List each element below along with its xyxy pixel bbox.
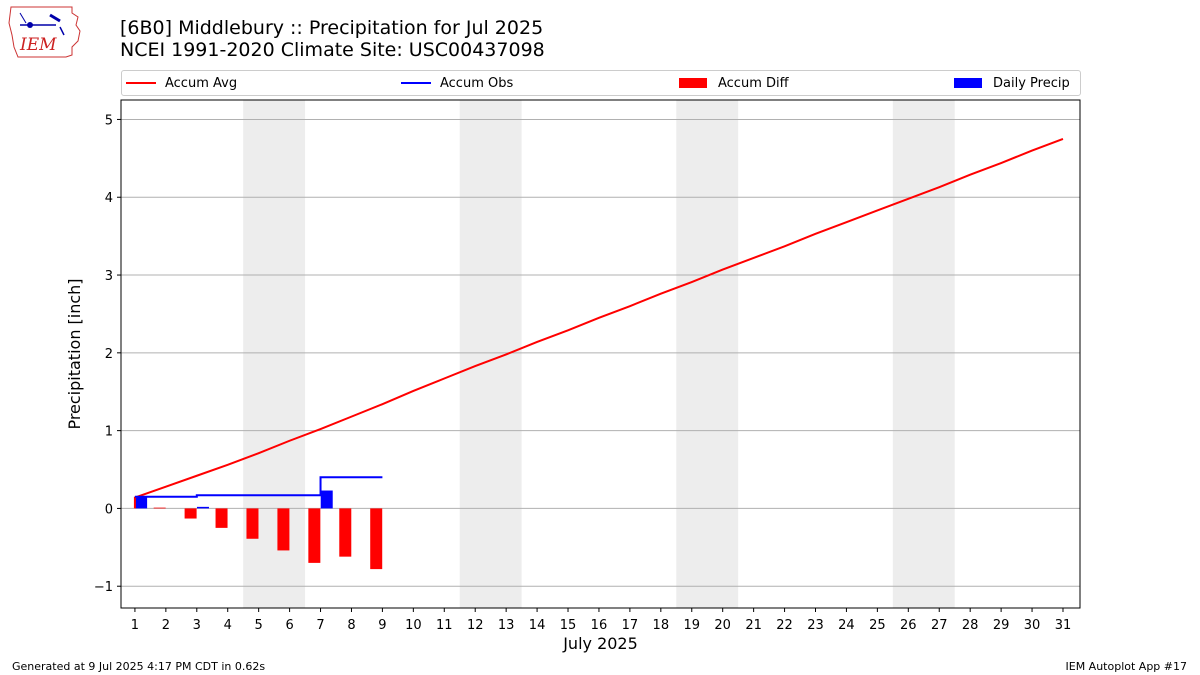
y-tick-label: 3 xyxy=(105,269,113,284)
x-tick-label: 8 xyxy=(347,618,355,633)
accum-diff-bar xyxy=(370,508,383,570)
x-tick-label: 9 xyxy=(378,618,386,633)
legend-swatch-accum-avg xyxy=(126,82,156,84)
x-tick-label: 16 xyxy=(591,618,608,633)
legend-swatch-accum-obs xyxy=(401,82,431,84)
legend-label-daily-precip: Daily Precip xyxy=(993,75,1070,91)
accum-diff-bar xyxy=(308,508,321,563)
weekend-shade xyxy=(676,100,739,608)
y-tick-label: 2 xyxy=(105,347,113,362)
x-tick-label: 12 xyxy=(467,618,484,633)
y-tick-label: −1 xyxy=(94,580,113,595)
legend: Accum Avg Accum Obs Accum Diff Daily Pre… xyxy=(121,70,1081,96)
accum-diff-bar xyxy=(277,508,290,551)
x-tick-label: 18 xyxy=(653,618,670,633)
y-tick-label: 5 xyxy=(105,113,113,128)
x-tick-label: 26 xyxy=(900,618,917,633)
legend-swatch-accum-diff xyxy=(679,78,707,88)
x-tick-label: 19 xyxy=(683,618,700,633)
x-tick-label: 31 xyxy=(1055,618,1072,633)
x-tick-label: 10 xyxy=(405,618,422,633)
x-tick-label: 21 xyxy=(745,618,762,633)
app-label: IEM Autoplot App #17 xyxy=(1065,660,1188,673)
accum-diff-bar xyxy=(184,508,197,519)
weekend-shade xyxy=(892,100,955,608)
plot-frame xyxy=(120,99,1081,609)
logo-text: IEM xyxy=(19,35,57,55)
legend-label-accum-avg: Accum Avg xyxy=(165,75,238,91)
daily-precip-bar xyxy=(135,496,148,509)
legend-item-daily-precip: Daily Precip xyxy=(954,71,1070,95)
x-tick-label: 20 xyxy=(714,618,731,633)
x-tick-label: 4 xyxy=(224,618,232,633)
legend-item-accum-obs: Accum Obs xyxy=(401,71,513,95)
generated-note: Generated at 9 Jul 2025 4:17 PM CDT in 0… xyxy=(12,660,266,673)
x-tick-label: 17 xyxy=(622,618,639,633)
legend-item-accum-avg: Accum Avg xyxy=(126,71,237,95)
x-tick-label: 5 xyxy=(255,618,263,633)
daily-precip-bar xyxy=(320,490,333,509)
accum-diff-bar xyxy=(339,508,352,557)
x-tick-label: 29 xyxy=(993,618,1010,633)
iem-logo: IEM xyxy=(8,6,81,58)
legend-label-accum-diff: Accum Diff xyxy=(718,75,789,91)
x-tick-label: 28 xyxy=(962,618,979,633)
accum-diff-bar xyxy=(215,508,228,528)
legend-label-accum-obs: Accum Obs xyxy=(440,75,514,91)
x-tick-label: 23 xyxy=(807,618,824,633)
weekend-shade xyxy=(459,100,522,608)
accum-diff-bar xyxy=(153,507,166,509)
x-tick-label: 3 xyxy=(193,618,201,633)
x-tick-label: 7 xyxy=(316,618,324,633)
legend-swatch-daily-precip xyxy=(954,78,982,88)
daily-precip-bar xyxy=(196,506,209,509)
x-tick-label: 1 xyxy=(131,618,139,633)
x-tick-label: 13 xyxy=(498,618,515,633)
legend-item-accum-diff: Accum Diff xyxy=(679,71,789,95)
y-tick-label: 0 xyxy=(105,502,113,517)
y-tick-label: 1 xyxy=(105,425,113,440)
chart-subtitle: NCEI 1991-2020 Climate Site: USC00437098 xyxy=(120,39,545,61)
y-axis-label: Precipitation [inch] xyxy=(65,278,84,429)
accum-diff-bar xyxy=(246,508,259,539)
x-tick-label: 25 xyxy=(869,618,886,633)
x-tick-label: 2 xyxy=(162,618,170,633)
x-tick-label: 15 xyxy=(560,618,577,633)
x-tick-label: 27 xyxy=(931,618,948,633)
accum-avg-line xyxy=(133,137,1064,509)
x-tick-label: 11 xyxy=(436,618,453,633)
accum-obs-line xyxy=(134,476,383,498)
x-tick-label: 24 xyxy=(838,618,855,633)
x-tick-label: 14 xyxy=(529,618,546,633)
x-tick-label: 6 xyxy=(285,618,293,633)
y-tick-label: 4 xyxy=(105,191,113,206)
chart-title: [6B0] Middlebury :: Precipitation for Ju… xyxy=(120,17,544,39)
x-tick-label: 30 xyxy=(1024,618,1041,633)
x-tick-label: 22 xyxy=(776,618,793,633)
x-axis-label: July 2025 xyxy=(562,634,638,653)
